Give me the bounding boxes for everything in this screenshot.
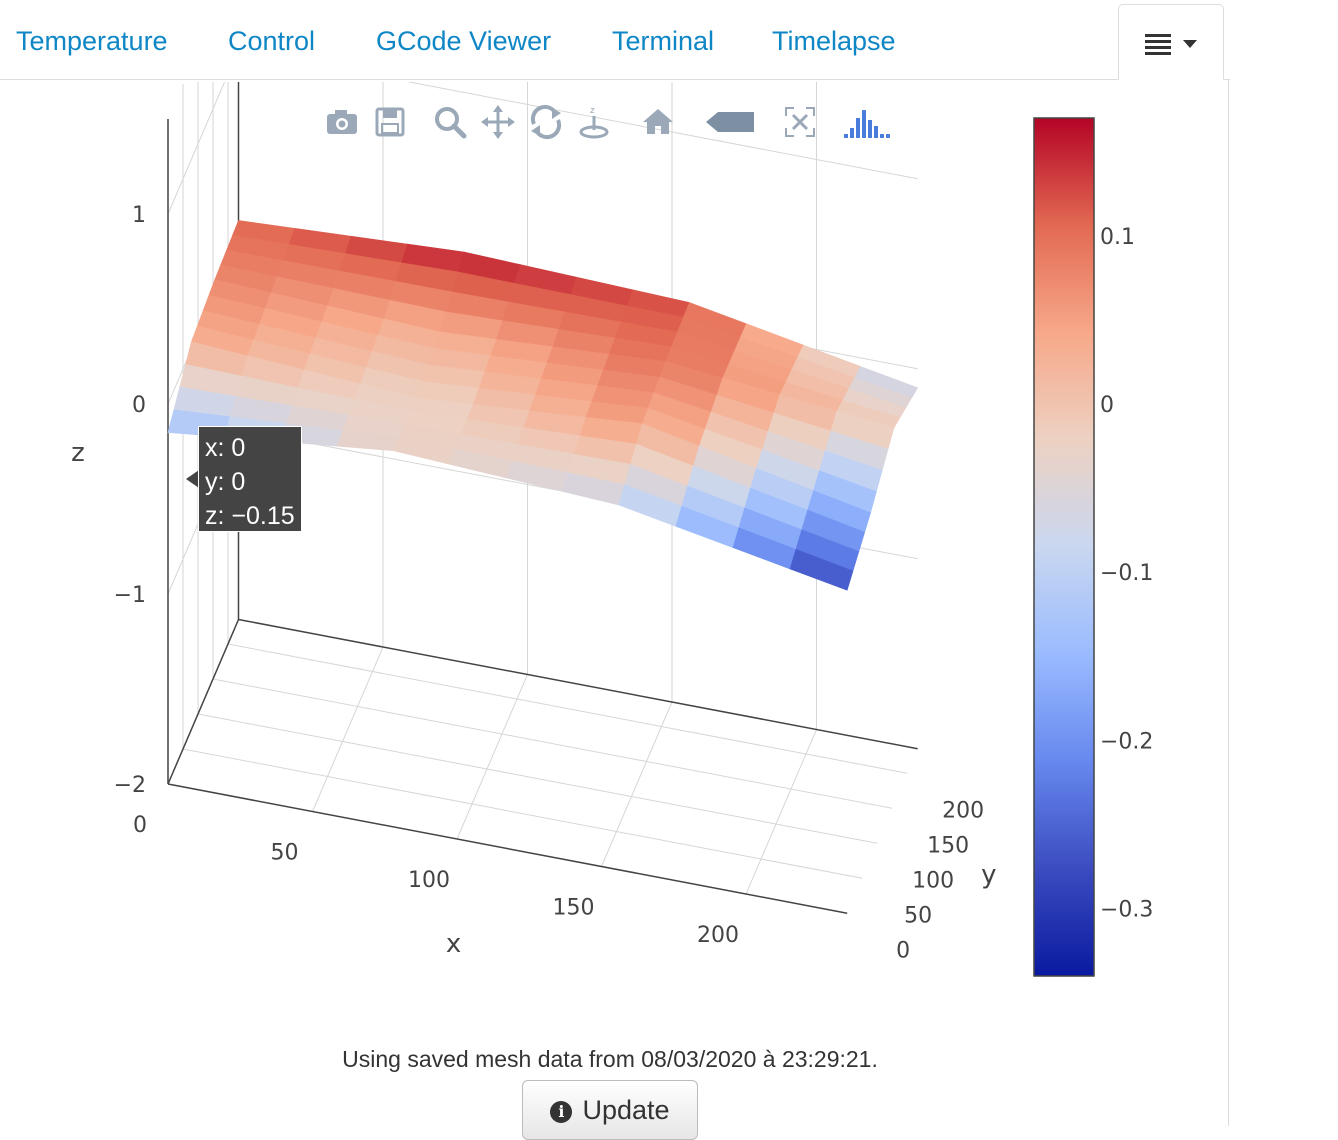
z-tick-label: 0 — [132, 393, 146, 418]
hover-closest-button[interactable] — [702, 102, 754, 142]
bed-mesh-plot[interactable]: 0 50 100 150 200 0 50 100 150 200 −2 −1 0 1 x y z 0.1 0 −0… — [0, 82, 1228, 1022]
svg-text:z: z — [590, 106, 595, 116]
camera-button[interactable] — [322, 102, 360, 142]
colorbar-tick-label: 0 — [1100, 393, 1114, 418]
tooltip-arrow — [186, 470, 199, 488]
y-tick-label: 50 — [904, 903, 932, 928]
tooltip-x: x: 0 — [205, 434, 246, 462]
update-button[interactable]: i Update — [522, 1080, 698, 1140]
colorbar-tick-label: −0.3 — [1100, 898, 1153, 923]
hover-tooltip: x: 0 y: 0 z: −0.15 — [198, 426, 302, 532]
tab-bar: Temperature Control GCode Viewer Termina… — [0, 0, 1230, 80]
z-tick-label: 1 — [132, 203, 146, 228]
plotly-logo-button[interactable] — [840, 102, 890, 142]
pan-button[interactable] — [478, 102, 516, 142]
z-axis-title: z — [71, 438, 85, 468]
update-button-label: Update — [582, 1095, 670, 1125]
info-circle-icon: i — [550, 1101, 573, 1123]
home-icon — [643, 109, 673, 134]
save-icon — [375, 107, 405, 137]
x-tick-label: 0 — [133, 813, 147, 838]
zoom-icon — [435, 107, 467, 139]
mesh-status-text: Using saved mesh data from 08/03/2020 à … — [342, 1046, 878, 1072]
colorbar-tick-label: −0.1 — [1100, 561, 1153, 586]
tab-control[interactable]: Control — [228, 26, 316, 56]
hover-closest-icon — [706, 112, 754, 132]
hamburger-dropdown-icon — [1145, 34, 1197, 55]
tab-overflow-menu[interactable] — [1118, 4, 1224, 80]
x-axis-title: x — [446, 929, 461, 959]
x-tick-label: 50 — [271, 841, 299, 866]
zoom-button[interactable] — [430, 102, 468, 142]
x-tick-label: 200 — [697, 923, 739, 948]
orbit-rotation-icon — [530, 104, 562, 140]
z-tick-label: −1 — [114, 583, 146, 608]
tab-timelapse[interactable]: Timelapse — [772, 26, 896, 56]
y-tick-label: 0 — [896, 938, 910, 963]
y-tick-label: 200 — [942, 798, 984, 823]
mesh-surface[interactable] — [167, 220, 919, 591]
z-tick-label: −2 — [114, 773, 146, 798]
colorbar: 0.1 0 −0.1 −0.2 −0.3 — [1033, 117, 1153, 977]
tooltip-z: z: −0.15 — [205, 502, 295, 530]
x-tick-label: 150 — [553, 896, 595, 921]
tab-temperature[interactable]: Temperature — [16, 26, 168, 56]
x-tick-label: 100 — [408, 868, 450, 893]
reset-camera-button[interactable] — [638, 102, 676, 142]
save-button[interactable] — [370, 102, 408, 142]
tick-labels: 0 50 100 150 200 0 50 100 150 200 −2 −1 0 1 x y z — [71, 203, 996, 963]
orbit-rotation-button[interactable] — [526, 102, 564, 142]
y-tick-label: 150 — [927, 833, 969, 858]
autoscale-icon — [785, 107, 815, 137]
y-axis-title: y — [981, 860, 996, 890]
turntable-rotation-button[interactable]: z — [574, 102, 612, 142]
tab-terminal[interactable]: Terminal — [612, 26, 715, 56]
pan-icon — [481, 105, 515, 139]
surface-plot-svg[interactable]: 0 50 100 150 200 0 50 100 150 200 −2 −1 0 1 x y z 0.1 0 −0… — [0, 82, 1228, 1022]
colorbar-tick-label: 0.1 — [1100, 225, 1135, 250]
camera-icon — [327, 110, 357, 134]
tab-gcode-viewer[interactable]: GCode Viewer — [376, 26, 552, 56]
tooltip-y: y: 0 — [205, 468, 246, 496]
spikelines-button[interactable] — [780, 102, 818, 142]
y-tick-label: 100 — [912, 868, 954, 893]
turntable-rotation-icon: z — [579, 106, 609, 139]
plotly-logo-icon — [844, 110, 890, 138]
panel-border — [1228, 79, 1229, 1126]
colorbar-gradient — [1033, 117, 1095, 977]
colorbar-tick-label: −0.2 — [1100, 729, 1153, 754]
